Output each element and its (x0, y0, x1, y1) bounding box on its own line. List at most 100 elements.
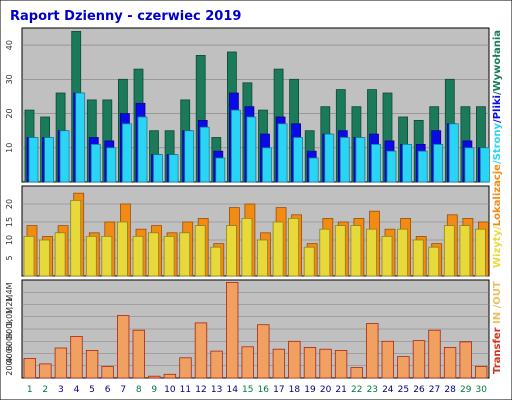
bar-transfer-day-7 (117, 315, 130, 379)
chart-title: Raport Dzienny - czerwiec 2019 (10, 9, 241, 24)
legend-entry: Wywołania (492, 30, 503, 91)
x-tick-label: 15 (242, 385, 253, 395)
bar-lokalizacje-day-1 (23, 235, 35, 277)
x-tick-label: 8 (136, 385, 142, 395)
bar-strony-day-27 (433, 143, 444, 183)
bar-lokalizacje-day-11 (179, 232, 191, 277)
legend-entry: / (492, 119, 503, 123)
bar-transfer-day-2 (39, 363, 52, 379)
y-tick-label: 30 (5, 74, 14, 84)
bar-transfer-day-13 (210, 350, 223, 379)
legend-entry: Wizyty (492, 229, 503, 268)
y-tick-label: 20 (5, 199, 14, 209)
x-tick-label: 22 (351, 385, 362, 395)
bar-strony-day-13 (215, 157, 226, 183)
bar-lokalizacje-day-26 (412, 239, 424, 277)
bar-lokalizacje-day-18 (288, 217, 300, 277)
bar-lokalizacje-day-8 (132, 235, 144, 277)
bar-lokalizacje-day-5 (85, 235, 97, 277)
bar-lokalizacje-day-19 (303, 246, 315, 277)
bar-strony-day-16 (262, 147, 272, 183)
y-tick-label: 800k (5, 319, 14, 339)
x-tick-label: 25 (398, 385, 409, 395)
x-tick-label: 17 (273, 385, 284, 395)
bar-transfer-day-4 (70, 335, 83, 379)
y-tick-label: 10 (5, 143, 14, 153)
bar-strony-day-14 (230, 109, 241, 183)
bar-strony-day-9 (153, 154, 163, 183)
bar-transfer-day-5 (85, 349, 99, 379)
chart-panel-2: 5 10 15 20 (5, 185, 490, 277)
legend-entry: IN (492, 308, 503, 324)
x-axis-labels: 1 2 3 4 5 6 7 8 9 10 11 12 13 14 15 16 17 18 19 20 21 22 23 24 2… (27, 385, 487, 395)
bar-transfer-day-15 (241, 346, 254, 379)
bar-lokalizacje-day-2 (39, 239, 50, 277)
y-tick-label: 40 (5, 40, 14, 50)
bar-strony-day-22 (355, 137, 366, 183)
bar-transfer-day-3 (54, 347, 68, 379)
bar-strony-day-28 (448, 123, 459, 183)
bar-transfer-day-26 (412, 340, 426, 379)
x-tick-label: 12 (195, 385, 206, 395)
bar-strony-day-6 (106, 147, 117, 183)
x-tick-label: 18 (289, 385, 301, 395)
x-tick-label: 1 (27, 385, 33, 395)
bar-lokalizacje-day-22 (350, 225, 362, 277)
bar-strony-day-12 (199, 126, 210, 183)
bar-strony-day-25 (402, 143, 413, 183)
y-tick-label: 200k (5, 355, 14, 375)
bar-transfer-day-8 (132, 329, 145, 379)
x-tick-label: 21 (335, 385, 346, 395)
legend-entry: Strony (492, 122, 503, 160)
bar-transfer-day-16 (257, 324, 270, 379)
x-tick-label: 20 (320, 385, 332, 395)
bar-transfer-day-23 (366, 323, 379, 379)
bar-lokalizacje-day-6 (101, 235, 113, 277)
bar-strony-day-17 (277, 123, 288, 183)
bar-strony-day-10 (168, 154, 179, 183)
bar-lokalizacje-day-24 (381, 235, 393, 277)
x-tick-label: 11 (180, 385, 191, 395)
bar-transfer-day-30 (474, 365, 488, 379)
bar-lokalizacje-day-27 (428, 246, 440, 277)
bar-transfer-day-14 (225, 281, 239, 379)
bar-transfer-day-20 (319, 348, 332, 379)
bar-transfer-day-22 (350, 367, 363, 379)
bar-lokalizacje-day-30 (474, 228, 486, 277)
x-tick-label: 7 (120, 385, 126, 395)
x-tick-label: 19 (304, 385, 316, 395)
bar-strony-day-4 (75, 92, 86, 183)
x-tick-label: 29 (460, 385, 472, 395)
x-tick-label: 5 (89, 385, 95, 395)
bar-lokalizacje-day-3 (54, 232, 66, 277)
bar-strony-day-20 (324, 133, 335, 183)
bar-strony-day-29 (464, 147, 475, 183)
legend-entry: / (492, 304, 503, 308)
bar-strony-day-2 (44, 137, 54, 183)
bar-lokalizacje-day-15 (241, 217, 253, 277)
bar-lokalizacje-day-9 (148, 232, 159, 277)
y-tick-label: 400k (5, 343, 14, 363)
legend-entry: Pliki (492, 95, 503, 119)
y-tick-label: 15 (5, 217, 14, 227)
bar-lokalizacje-day-16 (257, 239, 268, 277)
bar-lokalizacje-day-17 (272, 221, 284, 277)
bar-lokalizacje-day-20 (319, 228, 331, 277)
bar-strony-day-21 (339, 137, 350, 183)
bar-transfer-day-21 (334, 349, 348, 379)
bar-strony-day-24 (386, 150, 397, 183)
legend-entry: OUT (492, 281, 503, 305)
x-tick-label: 24 (382, 385, 394, 395)
bar-transfer-day-11 (179, 357, 192, 379)
bar-transfer-day-9 (148, 375, 161, 379)
legend-vertical-label: Wizyty/Lokalizacje/Strony/Pliki/Wywołani… (492, 30, 503, 268)
bar-transfer-day-29 (459, 341, 472, 379)
bar-transfer-day-10 (163, 373, 177, 379)
bar-lokalizacje-day-7 (117, 221, 128, 277)
chart-panels: 102030405101520200k400k600k800k1,0M1,2M1… (5, 27, 490, 379)
x-tick-label: 9 (151, 385, 157, 395)
bar-transfer-day-19 (303, 346, 317, 379)
chart-panel-1: 10 20 30 40 (5, 27, 490, 183)
bar-transfer-day-12 (194, 322, 208, 379)
bar-strony-day-11 (184, 130, 195, 183)
